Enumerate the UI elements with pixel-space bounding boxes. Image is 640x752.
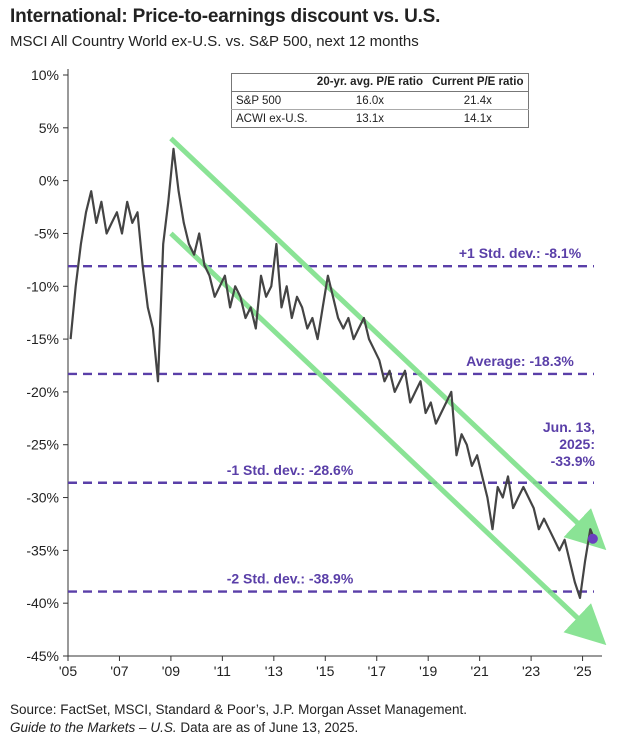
y-tick-label: -30% xyxy=(26,490,59,506)
table-row: S&P 500 16.0x 21.4x xyxy=(231,91,529,110)
pe-ratio-table: 20-yr. avg. P/E ratio Current P/E ratio … xyxy=(231,73,529,128)
annotation-line: 2025: xyxy=(559,436,595,452)
source-line-2: Guide to the Markets – U.S. Data are as … xyxy=(10,719,467,737)
x-tick-label: '13 xyxy=(265,663,283,679)
table-row: ACWI ex-U.S. 13.1x 14.1x xyxy=(232,110,529,128)
chart-title: International: Price-to-earnings discoun… xyxy=(10,6,441,27)
y-tick-label: -20% xyxy=(26,384,59,400)
channel-arrow xyxy=(169,136,607,551)
x-tick-label: '07 xyxy=(110,663,128,679)
x-tick-label: '19 xyxy=(419,663,437,679)
reference-line-label: Average: -18.3% xyxy=(466,353,574,369)
source-guide-title: Guide to the Markets – U.S. xyxy=(10,720,177,735)
current-value-marker xyxy=(587,533,598,544)
x-tick-label: '23 xyxy=(522,663,540,679)
x-tick-label: '15 xyxy=(316,663,334,679)
y-tick-label: 5% xyxy=(39,120,59,136)
x-tick-label: '17 xyxy=(368,663,386,679)
series-line xyxy=(69,147,596,600)
reference-line-label: +1 Std. dev.: -8.1% xyxy=(459,245,582,261)
y-tick-label: -35% xyxy=(26,542,59,558)
x-tick-label: '21 xyxy=(471,663,489,679)
x-tick-label: '05 xyxy=(59,663,77,679)
table-row-avg: 16.0x xyxy=(312,91,428,110)
x-tick-label: '11 xyxy=(214,663,231,679)
y-tick-label: 10% xyxy=(31,67,59,83)
y-tick-label: -5% xyxy=(34,225,59,241)
source-date: Data are as of June 13, 2025. xyxy=(176,720,359,735)
table-header-avg: 20-yr. avg. P/E ratio xyxy=(312,73,428,92)
table-row-avg: 13.1x xyxy=(355,112,385,125)
y-tick-label: -45% xyxy=(26,648,59,664)
table-row-label: S&P 500 xyxy=(231,91,313,110)
table-header-row: 20-yr. avg. P/E ratio Current P/E ratio xyxy=(231,73,529,92)
reference-line-label: -1 Std. dev.: -28.6% xyxy=(227,462,354,478)
table-header-current: Current P/E ratio xyxy=(427,73,529,92)
y-tick-label: -15% xyxy=(26,331,59,347)
table-header-blank xyxy=(231,73,313,92)
source-note: Source: FactSet, MSCI, Standard & Poor’s… xyxy=(10,701,467,737)
y-tick-label: 0% xyxy=(39,173,59,189)
table-row-current: 21.4x xyxy=(427,91,529,110)
annotation-line: Jun. 13, xyxy=(543,419,595,435)
x-tick-label: '09 xyxy=(162,663,180,679)
chart-subtitle: MSCI All Country World ex-U.S. vs. S&P 5… xyxy=(10,33,419,50)
y-tick-label: -40% xyxy=(26,595,59,611)
annotation-line: -33.9% xyxy=(551,453,596,469)
reference-line-label: -2 Std. dev.: -38.9% xyxy=(227,571,354,587)
table-row-label: ACWI ex-U.S. xyxy=(236,112,308,125)
table-row-current: 14.1x xyxy=(463,112,492,125)
y-tick-label: -25% xyxy=(26,437,59,453)
source-line-1: Source: FactSet, MSCI, Standard & Poor’s… xyxy=(10,702,467,717)
x-tick-label: '25 xyxy=(573,663,591,679)
y-tick-label: -10% xyxy=(26,278,59,294)
